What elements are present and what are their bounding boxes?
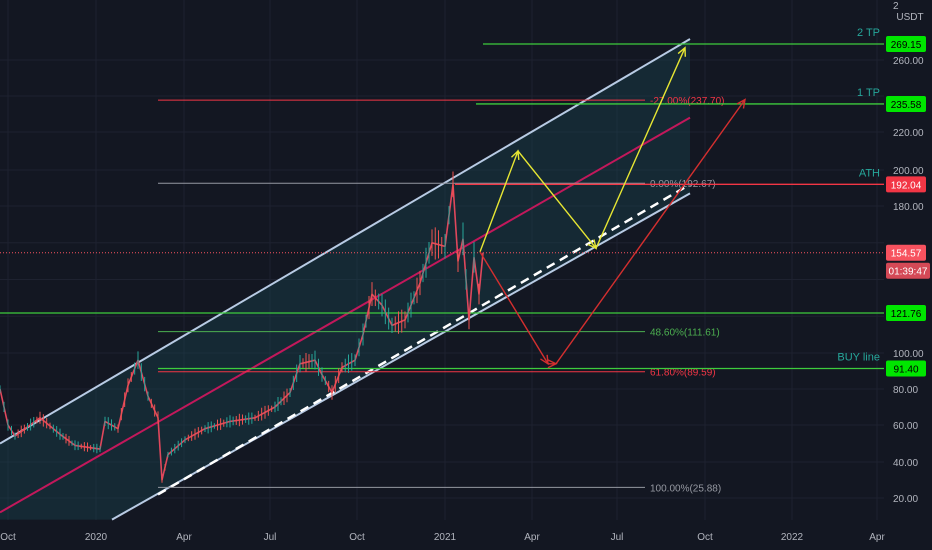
time-tick-label: Apr [176, 532, 192, 543]
projection-path-red [479, 99, 746, 365]
currency-label: USDT [896, 12, 923, 23]
price-tick-label: 60.00 [893, 421, 918, 432]
price-tag-background [886, 36, 926, 52]
countdown-tag-background [886, 262, 930, 279]
fib-level-label: 48.60%(111.61) [650, 328, 720, 339]
projection-path-red-arrowhead [736, 98, 746, 109]
projection-path-yellow-arrowhead [677, 46, 686, 57]
fib-level-label: 61.80%(89.59) [650, 368, 716, 379]
current-price-tag-background [886, 244, 926, 261]
horizontal-level-name: 1 TP [857, 87, 880, 99]
price-tag-background [886, 360, 926, 377]
horizontal-level-name: 2 TP [857, 27, 880, 39]
price-tick-label: 200.00 [893, 166, 924, 177]
time-tick-label: Oct [349, 532, 365, 543]
countdown-tag-label: 01:39:47 [889, 267, 928, 278]
price-tick-label: 20.00 [893, 494, 918, 505]
projection-path-red-arrowhead [547, 359, 558, 369]
grid [0, 0, 884, 520]
channel-upper-line [0, 38, 691, 445]
price-tag-label: 121.76 [891, 309, 922, 320]
price-tick-label: 180.00 [893, 202, 924, 213]
time-tick-label: Oct [697, 532, 713, 543]
time-tick-label: 2021 [434, 532, 457, 543]
price-tick-label: 80.00 [893, 385, 918, 396]
time-tick-label: Jul [264, 532, 277, 543]
price-tick-label: 40.00 [893, 458, 918, 469]
price-line [0, 183, 484, 481]
time-tick-label: 2022 [781, 532, 804, 543]
projection-paths [479, 46, 746, 369]
channel-fill [0, 39, 690, 520]
horizontal-level-name: BUY line [837, 351, 880, 363]
time-tick-label: Jul [611, 532, 624, 543]
time-axis-background [0, 522, 884, 550]
price-series [0, 171, 484, 483]
time-tick-label: 2020 [85, 532, 108, 543]
price-tag-background [886, 95, 926, 112]
price-tag-background [886, 305, 926, 322]
projection-path-yellow-arrowhead [587, 239, 598, 250]
price-tick-label: 220.00 [893, 128, 924, 139]
price-tag-label: 91.40 [893, 364, 918, 375]
price-tick-label: 100.00 [893, 349, 924, 360]
channel [0, 38, 691, 521]
price-tick-label: 260.00 [893, 56, 924, 67]
horizontal-level-name: ATH [859, 167, 880, 179]
price-tag-label: 269.15 [891, 40, 922, 51]
price-tags: 269.15 235.58 192.04 121.76 91.40 154.57 01:39… [886, 36, 930, 377]
time-tick-label: Oct [0, 532, 16, 543]
projection-path-yellow-arrowhead [510, 149, 520, 161]
fib-level-label: 100.00%(25.88) [650, 483, 721, 494]
time-tick-label: Apr [869, 532, 885, 543]
time-tick-label: Apr [524, 532, 540, 543]
time-axis: Oct 2020 Apr Jul Oct 2021 Apr Jul Oct 2022 Apr [0, 522, 885, 550]
fibonacci-levels: -27.00%(237.70)0.00%(192.67)48.60%(111.6… [158, 96, 725, 494]
price-tag-label: 235.58 [891, 100, 922, 111]
fib-level-label: -27.00%(237.70) [650, 96, 725, 107]
price-tag-label: 192.04 [891, 180, 922, 191]
top-tick-label: 2 [893, 1, 899, 12]
current-price-tag-label: 154.57 [891, 249, 922, 260]
projection-path-yellow [479, 47, 686, 253]
projection-path-red-arrowhead [540, 354, 549, 366]
price-tag-background [886, 176, 926, 193]
